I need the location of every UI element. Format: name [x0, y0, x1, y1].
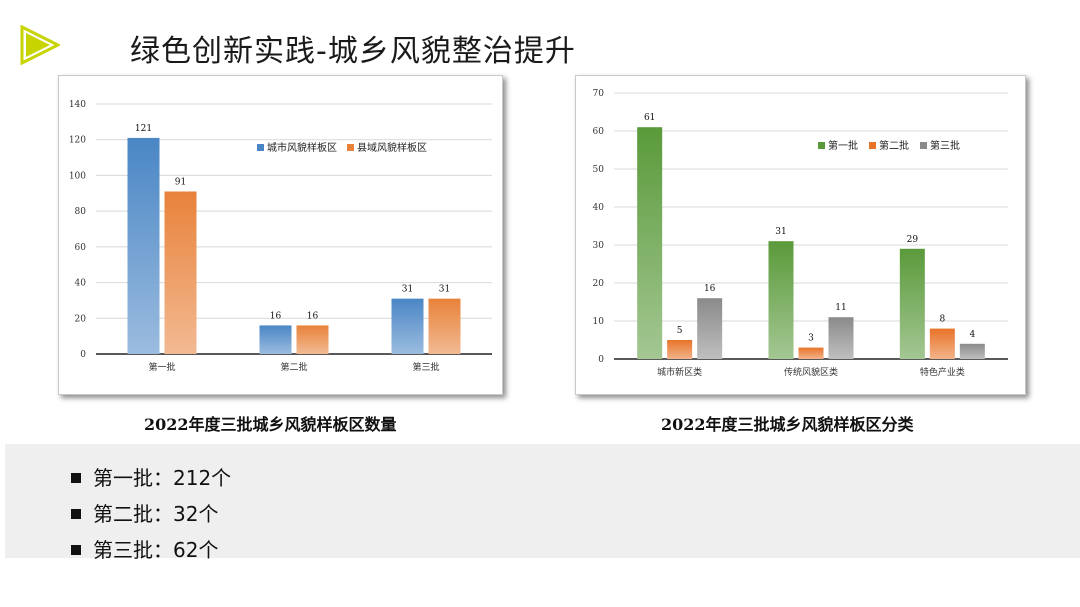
data-label: 5	[677, 326, 683, 336]
y-tick-label: 40	[75, 279, 87, 289]
summary-item-text: 第二批：32个	[93, 502, 219, 526]
data-label: 91	[175, 178, 186, 188]
chart-classification-caption: 2022年度三批城乡风貌样板区分类	[661, 415, 914, 434]
bar	[296, 325, 329, 354]
data-label: 3	[808, 334, 814, 344]
chart-classification-svg: 0 10 20 30 40 50 60 70 61 5 16 城市新区类 31 3 11 传统风貌区类 29 8 4…	[593, 89, 1008, 378]
bar	[959, 343, 985, 359]
y-tick-label: 50	[593, 165, 605, 175]
x-tick-label: 第一批	[148, 361, 175, 373]
bar	[798, 347, 824, 359]
summary-item: 第二批：32个	[71, 498, 218, 527]
summary-item: 第一批：212个	[71, 462, 231, 491]
legend-label: 第一批	[828, 139, 858, 152]
y-tick-label: 60	[75, 243, 87, 253]
chart-quantity-caption: 2022年度三批城乡风貌样板区数量	[144, 415, 397, 434]
data-label: 61	[644, 113, 655, 123]
y-tick-label: 30	[593, 241, 605, 251]
data-label: 11	[835, 303, 846, 313]
square-bullet-icon	[71, 544, 81, 555]
bar	[637, 127, 663, 359]
y-tick-label: 80	[75, 207, 87, 217]
data-label: 31	[402, 285, 413, 295]
y-tick-label: 70	[593, 89, 605, 99]
legend-swatch	[818, 142, 825, 149]
chart-quantity: 0 20 40 60 80 100 120 140 121 91 第一批 16 16 第二批 31 31 第三批…	[58, 75, 503, 395]
y-tick-label: 20	[75, 314, 87, 324]
bar	[127, 137, 160, 354]
data-label: 29	[907, 235, 919, 245]
y-tick-label: 10	[593, 317, 605, 327]
summary-item-text: 第一批：212个	[93, 466, 232, 490]
y-tick-label: 0	[598, 355, 604, 365]
legend-label: 城市风貌样板区	[267, 141, 337, 154]
legend-label: 第二批	[879, 139, 909, 152]
legend-swatch	[347, 144, 354, 151]
bar	[768, 241, 794, 359]
data-label: 8	[939, 315, 945, 325]
y-tick-label: 40	[593, 203, 605, 213]
y-tick-label: 60	[593, 127, 605, 137]
x-tick-label: 特色产业类	[920, 366, 965, 378]
bar	[164, 191, 197, 354]
legend-swatch	[257, 144, 264, 151]
chart-quantity-svg: 0 20 40 60 80 100 120 140 121 91 第一批 16 16 第二批 31 31 第三批…	[69, 100, 492, 373]
data-label: 31	[775, 227, 786, 237]
square-bullet-icon	[71, 472, 81, 483]
bar	[929, 328, 955, 359]
bar	[828, 317, 854, 359]
y-tick-label: 0	[80, 350, 86, 360]
y-tick-label: 140	[69, 100, 86, 110]
legend-label: 第三批	[930, 139, 960, 152]
legend-swatch	[869, 142, 876, 149]
square-bullet-icon	[71, 508, 81, 519]
bar	[391, 298, 424, 354]
y-tick-label: 100	[69, 171, 86, 181]
x-tick-label: 第二批	[280, 361, 307, 373]
summary-item: 第三批：62个	[71, 534, 218, 563]
bar	[697, 298, 723, 359]
data-label: 121	[135, 124, 152, 134]
summary-panel: 第一批：212个 第二批：32个 第三批：62个	[5, 444, 1080, 562]
data-label: 31	[439, 285, 450, 295]
page-title: 绿色创新实践-城乡风貌整治提升	[130, 34, 576, 69]
data-label: 16	[704, 284, 716, 294]
x-tick-label: 传统风貌区类	[784, 366, 838, 378]
bar	[428, 298, 461, 354]
summary-item-text: 第三批：62个	[93, 538, 219, 562]
legend-swatch	[920, 142, 927, 149]
bar	[899, 248, 925, 359]
x-tick-label: 城市新区类	[657, 366, 702, 378]
data-label: 4	[969, 330, 975, 340]
chart-classification: 0 10 20 30 40 50 60 70 61 5 16 城市新区类 31 3 11 传统风貌区类 29 8 4…	[575, 75, 1026, 395]
bar	[667, 340, 693, 359]
legend-label: 县域风貌样板区	[357, 141, 427, 154]
data-label: 16	[307, 311, 319, 321]
y-tick-label: 20	[593, 279, 605, 289]
play-triangle-icon	[20, 25, 60, 65]
data-label: 16	[270, 311, 282, 321]
y-tick-label: 120	[69, 136, 86, 146]
x-tick-label: 第三批	[412, 361, 439, 373]
bar	[259, 325, 292, 354]
